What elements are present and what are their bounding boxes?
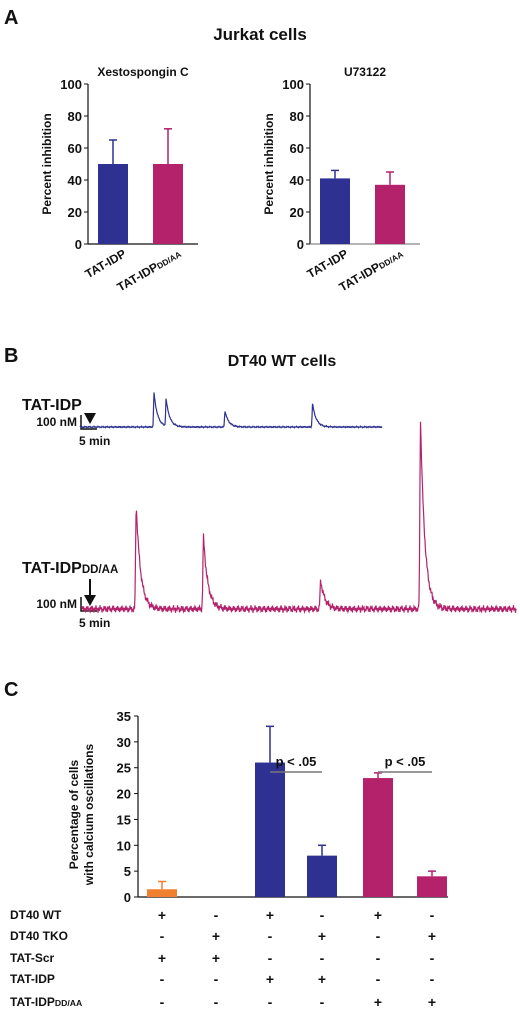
condition-mark: + [158,950,166,966]
condition-mark: + [428,928,436,944]
condition-mark: - [320,950,325,966]
arrow-head [84,413,96,424]
bar-chart-1: U73122 0 20 40 60 80 100 Percent inhibition TAT-… [262,65,420,294]
condition-mark: - [268,950,273,966]
scale-bar [80,415,97,430]
y-tick-label: 60 [290,141,304,156]
y-tick-label: 60 [68,141,82,156]
trace-label: TAT-IDP [22,397,82,414]
scale-x-label: 5 min [79,616,110,630]
condition-mark: - [430,907,435,923]
chart-title: DT40 WT cells [228,353,337,370]
condition-mark: - [214,907,219,923]
bar [147,889,177,897]
condition-mark: + [212,950,220,966]
condition-mark: + [374,994,382,1010]
bar [320,178,350,244]
y-tick-label: 20 [117,787,131,802]
y-tick-label: 100 [282,77,304,92]
panel-label-c: C [4,679,18,701]
panel-label-b: B [4,345,18,367]
condition-label: TAT-IDPDD/AA [10,995,82,1009]
y-axis-label: Percent inhibition [40,113,54,214]
condition-label: TAT-Scr [10,951,55,965]
bar [375,184,405,244]
scale-y-label: 100 nM [36,597,77,611]
condition-mark: + [318,928,326,944]
trace-label: TAT-IDPDD/AA [22,560,119,577]
y-tick-label: 35 [117,709,131,724]
significance-label: p < .05 [385,754,426,769]
y-tick-label: 0 [75,237,82,252]
condition-mark: - [160,928,165,944]
y-tick-label: 100 [60,77,82,92]
significance-label: p < .05 [276,754,317,769]
condition-mark: - [320,994,325,1010]
condition-mark: + [374,907,382,923]
condition-mark: - [160,971,165,987]
bar-chart-0: Xestospongin C 0 20 40 60 80 100 Percent inhibi… [40,65,198,294]
condition-mark: - [268,994,273,1010]
y-tick-label: 10 [117,838,131,853]
y-tick-label: 30 [117,735,131,750]
condition-mark: + [266,907,274,923]
bar [255,762,285,897]
condition-mark: + [428,994,436,1010]
condition-label: DT40 WT [10,908,62,922]
y-tick-label: 0 [124,890,131,905]
group-title-jurkat: Jurkat cells [213,25,307,44]
condition-mark: - [320,907,325,923]
condition-label: DT40 TKO [10,929,68,943]
condition-mark: + [212,928,220,944]
panel-a: A Jurkat cells Xestospongin C 0 20 40 60 80 100 P… [4,7,420,294]
condition-mark: - [214,971,219,987]
panel-label-a: A [4,7,18,29]
y-tick-label: 40 [68,173,82,188]
condition-mark: - [430,971,435,987]
bar [153,164,183,244]
bar [363,778,393,897]
x-tick-label: TAT-IDP [83,246,129,281]
condition-mark: - [376,971,381,987]
y-tick-label: 40 [290,173,304,188]
bar [307,855,337,897]
condition-mark: + [266,971,274,987]
y-tick-label: 0 [297,237,304,252]
y-tick-label: 80 [290,109,304,124]
chart-title: Xestospongin C [97,65,189,79]
arrow-head [84,595,96,606]
condition-mark: - [376,928,381,944]
condition-mark: - [376,950,381,966]
trace-line [79,392,383,429]
condition-mark: + [318,971,326,987]
y-tick-label: 15 [117,812,131,827]
bar [417,876,447,897]
y-tick-label: 80 [68,109,82,124]
scale-x-label: 5 min [79,434,110,448]
condition-mark: - [160,994,165,1010]
condition-mark: + [158,907,166,923]
condition-mark: - [430,950,435,966]
condition-mark: - [268,928,273,944]
condition-label: TAT-IDP [10,972,55,986]
panel-c: C 0 5 10 15 20 25 30 35 Percentage of cellswith c… [4,679,448,1010]
y-tick-label: 20 [68,205,82,220]
condition-mark: - [214,994,219,1010]
x-tick-label: TAT-IDP [305,246,351,281]
scale-bar [80,597,97,612]
y-tick-label: 20 [290,205,304,220]
y-tick-label: 25 [117,761,131,776]
y-tick-label: 5 [124,864,131,879]
trace-line [81,421,517,614]
chart-title: U73122 [344,65,386,79]
scale-y-label: 100 nM [36,415,77,429]
y-axis-label: Percentage of cellswith calcium oscillat… [67,743,96,886]
y-axis-label: Percent inhibition [262,113,276,214]
bar [98,164,128,244]
